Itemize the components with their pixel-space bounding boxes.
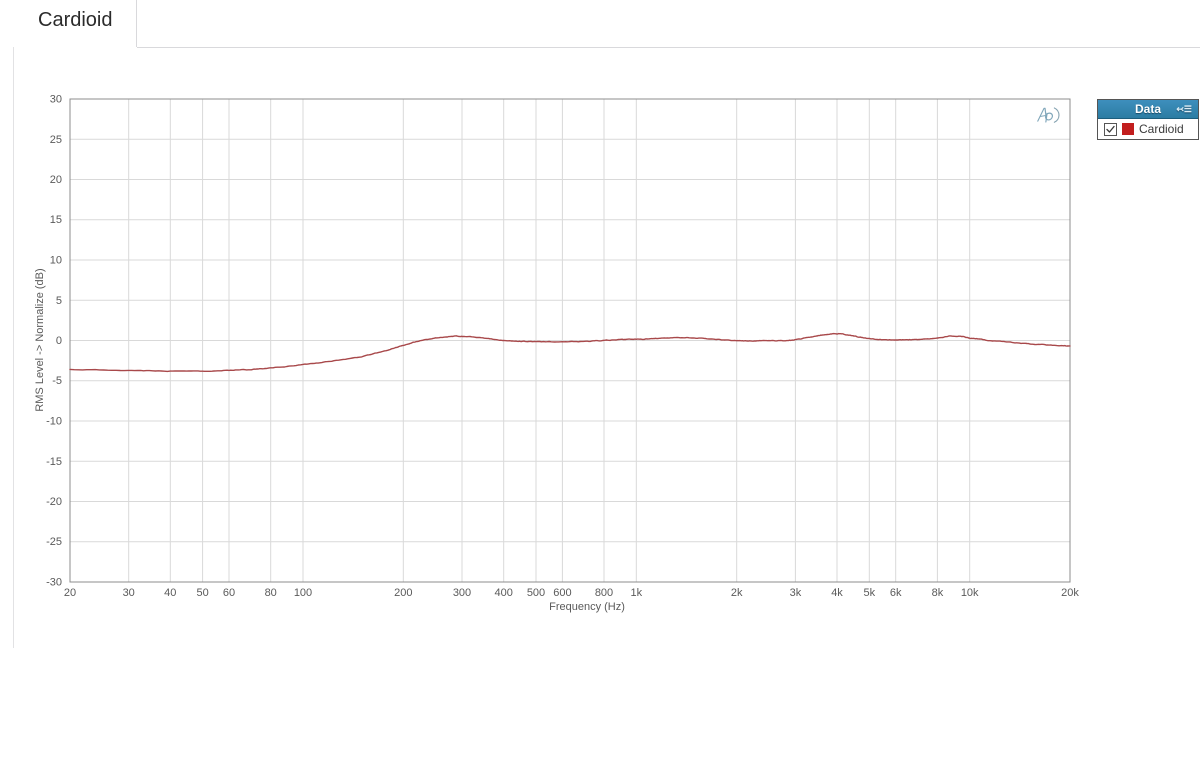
svg-text:0: 0	[56, 335, 62, 347]
svg-text:-30: -30	[46, 577, 62, 589]
svg-text:-20: -20	[46, 496, 62, 508]
svg-text:80: 80	[265, 587, 277, 599]
svg-text:20: 20	[50, 174, 62, 186]
svg-text:600: 600	[553, 587, 571, 599]
svg-text:4k: 4k	[831, 587, 843, 599]
svg-text:50: 50	[196, 587, 208, 599]
svg-text:-5: -5	[52, 375, 62, 387]
svg-text:-25: -25	[46, 536, 62, 548]
svg-text:-15: -15	[46, 456, 62, 468]
svg-text:40: 40	[164, 587, 176, 599]
svg-text:5k: 5k	[863, 587, 875, 599]
svg-text:10k: 10k	[961, 587, 979, 599]
svg-text:20k: 20k	[1061, 587, 1079, 599]
svg-text:-10: -10	[46, 416, 62, 428]
svg-text:800: 800	[595, 587, 613, 599]
svg-text:400: 400	[495, 587, 513, 599]
svg-text:300: 300	[453, 587, 471, 599]
svg-text:2k: 2k	[731, 587, 743, 599]
svg-text:200: 200	[394, 587, 412, 599]
svg-text:10: 10	[50, 255, 62, 267]
svg-text:5: 5	[56, 295, 62, 307]
svg-text:60: 60	[223, 587, 235, 599]
svg-text:500: 500	[527, 587, 545, 599]
svg-text:30: 30	[50, 94, 62, 106]
svg-text:25: 25	[50, 134, 62, 146]
svg-text:8k: 8k	[932, 587, 944, 599]
svg-text:30: 30	[123, 587, 135, 599]
svg-text:1k: 1k	[630, 587, 642, 599]
svg-text:20: 20	[64, 587, 76, 599]
svg-text:100: 100	[294, 587, 312, 599]
svg-text:15: 15	[50, 214, 62, 226]
svg-text:3k: 3k	[790, 587, 802, 599]
svg-text:6k: 6k	[890, 587, 902, 599]
